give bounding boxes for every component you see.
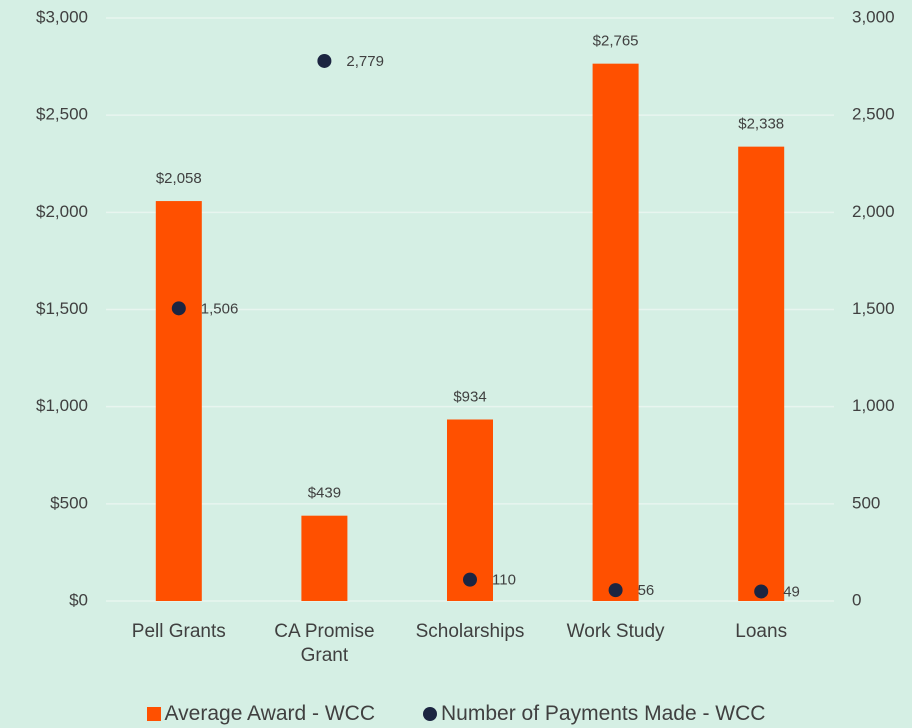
dot <box>608 583 623 598</box>
legend-swatch <box>146 707 161 721</box>
y-tick-label: $1,000 <box>36 396 88 415</box>
y-tick-label: $2,500 <box>36 105 88 124</box>
legend-swatch <box>423 707 438 721</box>
data-label: 2,779 <box>346 53 384 70</box>
x-tick-label: Loans <box>735 621 788 642</box>
bar <box>447 419 493 601</box>
bar <box>155 201 202 601</box>
data-label: 110 <box>492 572 516 589</box>
x-tick-label: Scholarships <box>415 621 525 642</box>
dot <box>463 572 477 587</box>
y-tick-label: $3,000 <box>36 7 88 26</box>
y2-tick-label: 2,000 <box>852 202 895 221</box>
legend-label: Number of Payments Made - WCC <box>441 702 766 725</box>
bar <box>592 63 639 601</box>
y-tick-label: $2,000 <box>36 202 88 221</box>
y-tick-label: $1,500 <box>36 299 88 318</box>
y2-tick-label: 2,500 <box>852 105 895 124</box>
legend-item: Number of Payments Made - WCC <box>423 702 765 726</box>
data-label: $934 <box>453 388 486 405</box>
data-label: 49 <box>783 583 800 600</box>
legend: Average Award - WCC Number of Payments Ma… <box>0 702 912 726</box>
y2-tick-label: 1,000 <box>852 396 895 415</box>
y-tick-label: $500 <box>50 493 88 512</box>
legend-label: Average Award - WCC <box>164 702 376 725</box>
dot <box>754 584 769 599</box>
dot <box>317 53 332 68</box>
data-label: $2,338 <box>738 116 784 133</box>
data-label: $2,058 <box>156 170 202 187</box>
legend-item: Average Award - WCC <box>146 702 376 726</box>
bar <box>738 146 785 601</box>
x-tick-label: Work Study <box>566 621 665 642</box>
y2-tick-label: 1,500 <box>852 299 895 318</box>
y-tick-label: $0 <box>69 590 88 609</box>
x-tick-label: Pell Grants <box>131 621 226 642</box>
y2-tick-label: 3,000 <box>852 7 895 26</box>
data-label: $2,765 <box>593 33 639 50</box>
y2-tick-label: 500 <box>852 493 880 512</box>
data-label: $439 <box>308 485 341 502</box>
data-label: 56 <box>638 582 655 599</box>
bar <box>301 515 348 601</box>
data-label: 1,506 <box>201 300 239 317</box>
y2-tick-label: 0 <box>852 590 861 609</box>
x-tick-label: CA Promise Grant <box>274 621 375 666</box>
dot <box>171 301 186 316</box>
